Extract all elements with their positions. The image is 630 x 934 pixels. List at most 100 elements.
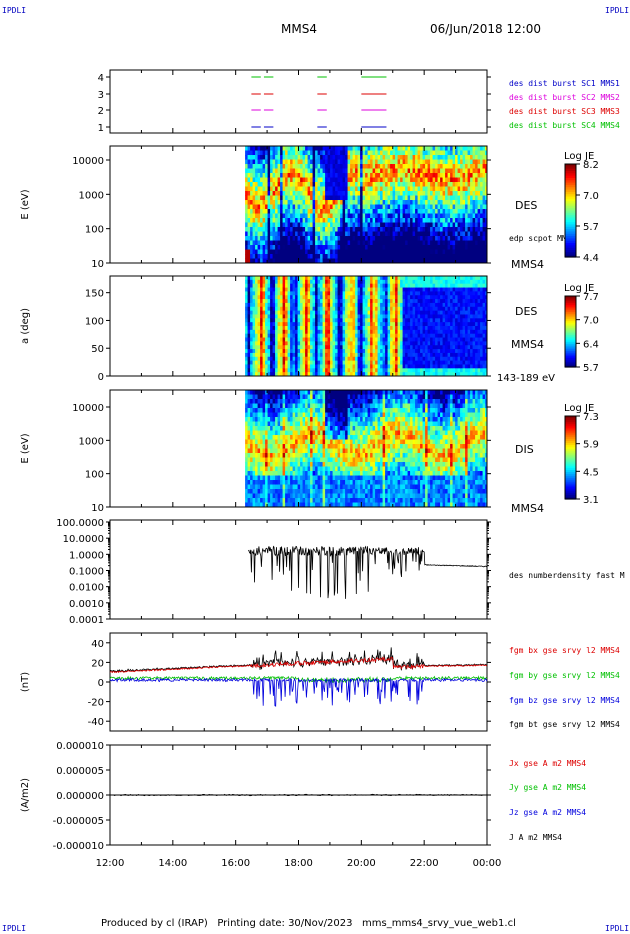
des-pitch-cell	[370, 318, 373, 323]
des-energy-cell	[265, 200, 268, 205]
des-energy-cell	[440, 155, 443, 160]
des-energy-cell	[440, 146, 443, 151]
des-pitch-cell	[437, 372, 441, 377]
des-energy-cell	[480, 204, 483, 210]
des-energy-cell	[480, 182, 483, 187]
des-energy-cell	[267, 254, 271, 259]
des-pitch-cell	[265, 302, 268, 308]
des-energy-colorbar-cell	[565, 175, 576, 179]
des-pitch-cell	[380, 360, 383, 365]
des-energy-cell	[362, 191, 366, 196]
des-energy-cell	[405, 258, 408, 264]
des-energy-cell	[245, 146, 248, 151]
des-pitch-cell	[420, 352, 423, 358]
des-pitch-cell	[405, 276, 408, 281]
des-energy-cell	[430, 222, 433, 228]
des-pitch-cell	[407, 291, 411, 296]
des-pitch-cell	[405, 295, 408, 300]
des-energy-cell	[377, 191, 381, 196]
des-energy-cell	[430, 177, 433, 183]
des-energy-cell	[290, 146, 293, 151]
des-pitch-cell	[305, 326, 308, 331]
des-energy-cell	[395, 195, 398, 201]
des-pitch-cell	[267, 322, 271, 327]
des-pitch-cell	[395, 368, 398, 373]
des-pitch-cell	[260, 310, 263, 315]
des-energy-cell	[430, 231, 433, 237]
des-pitch-cell	[400, 329, 403, 335]
des-energy-cell	[435, 245, 438, 250]
des-energy-cell	[297, 146, 301, 151]
des-pitch-cell	[245, 337, 248, 342]
des-energy-cell	[365, 195, 368, 201]
des-pitch-cell	[465, 322, 468, 327]
des-energy-colorbar-cell	[565, 245, 576, 249]
des-energy-cell	[440, 245, 443, 250]
des-pitch-cell	[292, 333, 296, 339]
des-pitch-cell	[375, 276, 378, 281]
des-pitch-cell	[420, 322, 423, 327]
des-energy-cell	[257, 177, 261, 183]
des-pitch-cell	[317, 341, 321, 346]
des-energy-cell	[452, 240, 456, 246]
des-energy-cell	[425, 182, 428, 187]
des-energy-cell	[477, 245, 481, 250]
des-energy-cell	[300, 200, 303, 205]
des-pitch-cell	[327, 352, 331, 358]
des-pitch-cell	[415, 318, 418, 323]
des-pitch-cell	[462, 337, 466, 342]
des-pitch-cell	[295, 326, 298, 331]
des-energy-cell	[295, 222, 298, 228]
des-pitch-cell	[342, 283, 346, 289]
des-pitch-cell	[305, 283, 308, 289]
des-pitch-cell	[457, 306, 461, 312]
des-energy-cell	[290, 231, 293, 237]
des-energy-cell	[355, 236, 358, 241]
des-pitch-cell	[420, 299, 423, 304]
des-pitch-cell	[302, 287, 306, 292]
des-energy-cell	[385, 231, 388, 237]
des-energy-cell	[432, 258, 436, 264]
des-pitch-cell	[292, 318, 296, 323]
des-energy-cell	[412, 173, 416, 178]
des-pitch-cell	[447, 360, 451, 365]
des-pitch-cell	[290, 349, 293, 354]
des-pitch-cell	[357, 287, 361, 292]
des-energy-cell	[315, 245, 318, 250]
des-energy-cell	[245, 177, 248, 183]
des-pitch-cell	[442, 299, 446, 304]
des-energy-cell	[350, 195, 353, 201]
des-energy-cell	[287, 240, 291, 246]
des-pitch-cell	[277, 364, 281, 369]
des-pitch-cell	[257, 345, 261, 350]
des-pitch-cell	[432, 299, 436, 304]
des-pitch-cell	[382, 356, 386, 362]
des-pitch-cell	[255, 310, 258, 315]
des-pitch-cell	[457, 345, 461, 350]
des-pitch-cell	[387, 368, 391, 373]
des-pitch-cell	[310, 349, 313, 354]
des-energy-cell	[432, 173, 436, 178]
datetime-title: 06/Jun/2018 12:00	[430, 22, 542, 36]
des-energy-cell	[245, 195, 248, 201]
des-energy-cell	[302, 146, 306, 151]
des-pitch-cell	[245, 299, 248, 304]
des-energy-cell	[470, 245, 473, 250]
des-pitch-cell	[427, 352, 431, 358]
des-energy-cell	[405, 146, 408, 151]
des-pitch-cell	[275, 279, 278, 285]
des-pitch-cell	[390, 356, 393, 362]
des-pitch-cell	[402, 287, 406, 292]
des-pitch-cell	[250, 306, 253, 312]
des-pitch-cell	[450, 326, 453, 331]
des-pitch-cell	[317, 279, 321, 285]
des-pitch-cell	[320, 306, 323, 312]
des-energy-cell	[305, 195, 308, 201]
des-pitch-cell	[437, 326, 441, 331]
des-energy-cell	[287, 182, 291, 187]
des-pitch-cell	[265, 337, 268, 342]
des-energy-cell	[385, 186, 388, 192]
des-energy-cell	[245, 164, 248, 169]
des-energy-cell	[267, 222, 271, 228]
des-energy-cell	[315, 213, 318, 219]
